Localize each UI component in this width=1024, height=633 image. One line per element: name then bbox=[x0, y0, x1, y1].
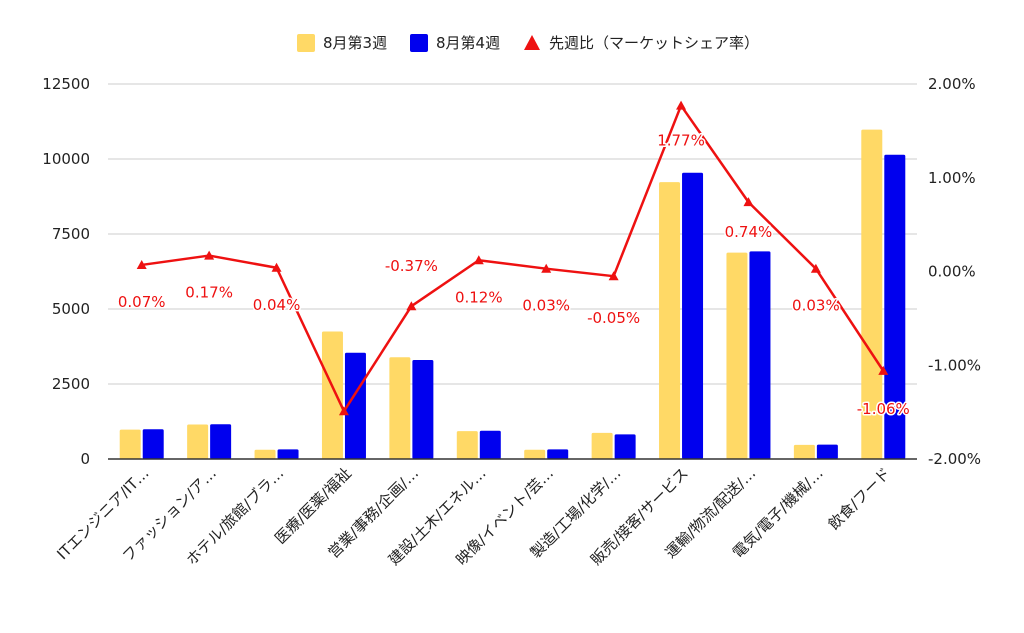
legend-swatch bbox=[524, 35, 540, 50]
line-marker bbox=[810, 263, 821, 273]
bar bbox=[412, 360, 434, 459]
bar bbox=[861, 129, 883, 459]
data-label: 0.74% bbox=[725, 223, 773, 241]
y-left-tick-label: 12500 bbox=[42, 75, 90, 93]
legend-swatch bbox=[410, 34, 428, 52]
data-label: -0.37% bbox=[385, 257, 438, 275]
bar bbox=[726, 252, 748, 459]
bar bbox=[614, 434, 636, 459]
legend-label: 先週比（マーケットシェア率） bbox=[549, 34, 759, 52]
bar bbox=[142, 429, 164, 459]
bar bbox=[389, 357, 411, 459]
bar bbox=[277, 449, 299, 459]
y-left-tick-label: 7500 bbox=[52, 225, 90, 243]
y-left-tick-label: 0 bbox=[80, 450, 90, 468]
bar bbox=[210, 424, 232, 459]
y-right-tick-label: 1.00% bbox=[928, 169, 976, 187]
x-tick-label: 飲食/フード bbox=[825, 464, 894, 533]
bar bbox=[254, 449, 276, 459]
bar bbox=[591, 432, 613, 459]
line-marker bbox=[608, 271, 619, 281]
bar bbox=[816, 444, 838, 459]
y-right-tick-label: 0.00% bbox=[928, 263, 976, 281]
bar bbox=[344, 352, 366, 459]
legend-label: 8月第4週 bbox=[436, 34, 500, 52]
line-marker bbox=[541, 263, 552, 273]
line-marker bbox=[136, 259, 147, 269]
line-marker bbox=[473, 255, 484, 265]
bar bbox=[793, 444, 815, 459]
bar bbox=[524, 449, 546, 459]
bar-series bbox=[119, 129, 906, 460]
y-left-tick-label: 10000 bbox=[42, 150, 90, 168]
y-left-tick-label: 5000 bbox=[52, 300, 90, 318]
data-label: 0.03% bbox=[522, 297, 570, 315]
y-right-tick-label: 2.00% bbox=[928, 75, 976, 93]
bar bbox=[479, 430, 501, 459]
data-label: 1.77% bbox=[657, 132, 705, 150]
bar bbox=[659, 182, 681, 459]
data-label: 0.07% bbox=[118, 293, 166, 311]
line-marker bbox=[676, 100, 687, 110]
bar bbox=[682, 172, 704, 460]
legend-swatch bbox=[297, 34, 315, 52]
y-right-tick-label: -1.00% bbox=[928, 356, 981, 374]
line-marker bbox=[406, 301, 417, 311]
bar bbox=[119, 429, 141, 459]
series-line bbox=[141, 104, 885, 413]
y-axis-right: -2.00% -1.00% 0.00% 1.00% 2.00% bbox=[928, 75, 981, 468]
line-marker bbox=[338, 406, 349, 416]
data-label: 0.03% bbox=[792, 297, 840, 315]
bar bbox=[884, 154, 906, 460]
legend-label: 8月第3週 bbox=[323, 34, 387, 52]
chart-legend: 8月第3週 8月第4週 先週比（マーケットシェア率） bbox=[297, 34, 759, 52]
line-marker bbox=[743, 197, 754, 207]
bar bbox=[749, 251, 771, 459]
data-label: 0.17% bbox=[185, 284, 233, 302]
data-labels: 0.07% 0.17% 0.04% -0.37% 0.12% 0.03% -0.05% 1.7… bbox=[116, 130, 911, 419]
data-label: 0.04% bbox=[253, 296, 301, 314]
x-axis-labels: ITエンジニア/IT…ファッション/ア…ホテル/旅館/ブラ…医療/医薬/福祉営業… bbox=[53, 464, 894, 569]
line-marker bbox=[878, 365, 889, 375]
bar bbox=[456, 431, 478, 459]
gridlines bbox=[108, 83, 917, 385]
y-left-tick-label: 2500 bbox=[52, 375, 90, 393]
line-marker bbox=[271, 262, 282, 272]
data-label: 0.12% bbox=[455, 288, 503, 306]
y-right-tick-label: -2.00% bbox=[928, 450, 981, 468]
line-series bbox=[136, 100, 889, 416]
bar bbox=[321, 331, 343, 459]
bar bbox=[187, 424, 209, 459]
bar bbox=[547, 449, 569, 459]
y-axis-left: 0 2500 5000 7500 10000 12500 bbox=[42, 75, 90, 468]
line-marker bbox=[204, 250, 215, 260]
data-label: -1.06% bbox=[857, 400, 910, 418]
data-label: -0.05% bbox=[587, 309, 640, 327]
